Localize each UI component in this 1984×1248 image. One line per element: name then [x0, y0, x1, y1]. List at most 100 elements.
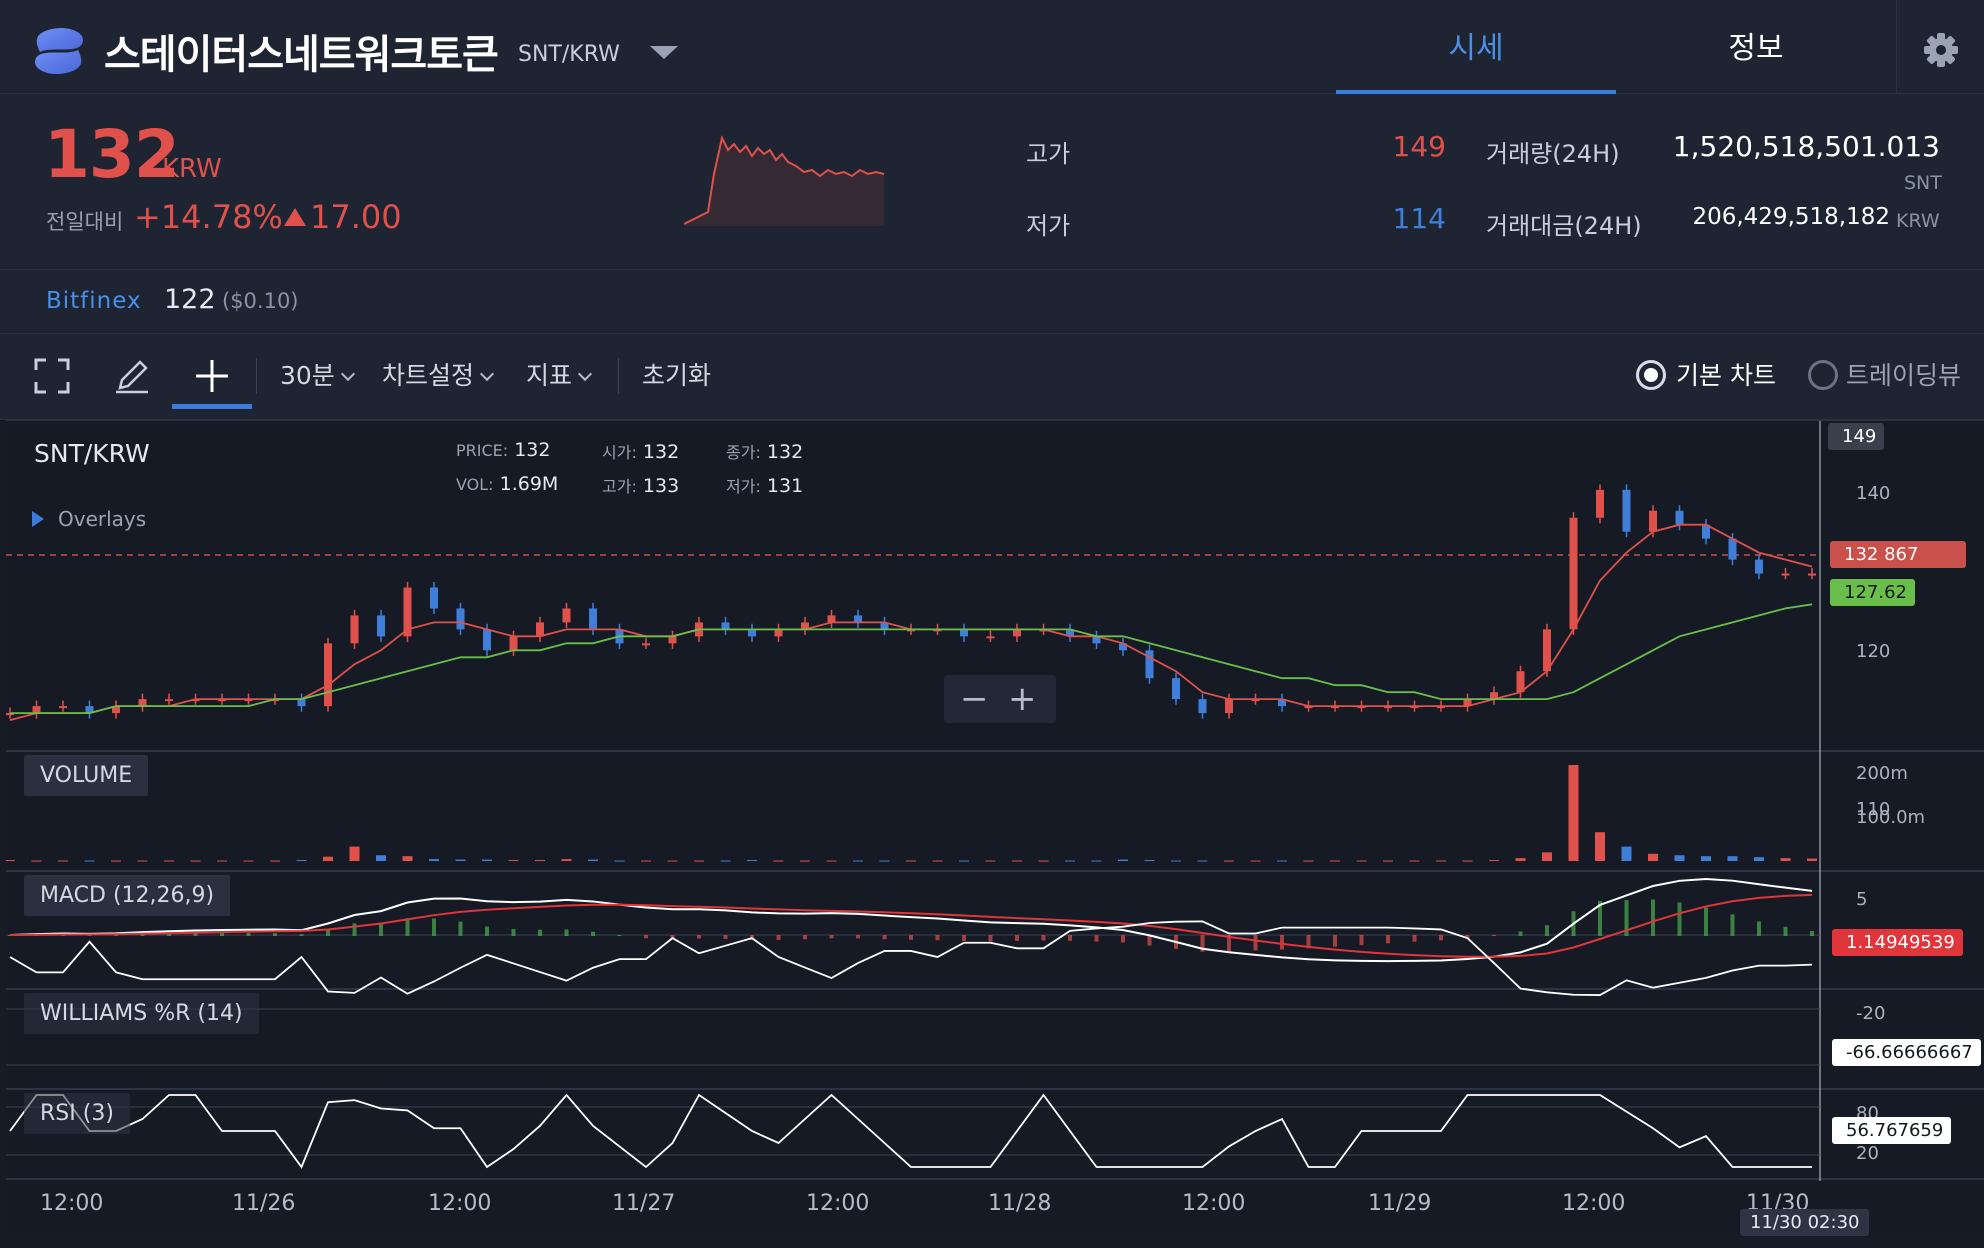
tab-market-price[interactable]: 시세	[1336, 0, 1616, 94]
gear-icon	[1924, 33, 1958, 67]
macd-histogram-bar	[326, 928, 330, 936]
rsi-line	[9, 1093, 1812, 1169]
volume-bar	[853, 860, 863, 862]
ohlc-key: 저가:	[726, 477, 761, 496]
candle-body	[59, 706, 67, 709]
candle-body	[668, 636, 677, 644]
volume-bar	[879, 860, 890, 862]
tab-info[interactable]: 정보	[1728, 31, 1784, 66]
time-axis-label: 12:00	[428, 1191, 492, 1216]
price-chart[interactable]: SNT/KRW PRICE: 132 시가: 132 종가: 132 VOL: …	[6, 420, 1984, 1238]
macd-histogram-bar	[299, 934, 304, 936]
volume-bar	[1171, 860, 1181, 862]
indicators-dropdown[interactable]: 지표	[526, 356, 593, 392]
chart-settings-dropdown[interactable]: 차트설정	[382, 356, 495, 392]
rsi-pane-label[interactable]: RSI (3)	[24, 1093, 130, 1134]
amount-24h-label: 거래대금(24H)	[1486, 212, 1642, 240]
ohlc-value: 132	[766, 441, 804, 463]
basic-chart-label[interactable]: 기본 차트	[1676, 361, 1776, 390]
macd-histogram-bar	[1677, 902, 1682, 936]
chart-canvas[interactable]	[6, 421, 1984, 1239]
volume-bar	[508, 860, 519, 862]
volume-bar	[58, 860, 68, 862]
macd-histogram-bar	[405, 918, 410, 936]
indicators-label: 지표	[526, 361, 573, 390]
price-sparkline	[684, 135, 885, 226]
change-label: 전일대비	[46, 210, 124, 234]
candle-body	[509, 636, 518, 651]
time-axis-label: 11/28	[988, 1191, 1052, 1216]
candle-body	[642, 643, 650, 646]
candle-body	[297, 699, 306, 707]
reset-button[interactable]: 초기화	[642, 361, 712, 390]
ohlc-high: 고가: 133	[602, 473, 679, 497]
interval-dropdown[interactable]: 30분	[280, 356, 355, 392]
volume-bar	[6, 860, 15, 862]
exchange-price: 122	[164, 284, 216, 315]
fullscreen-icon[interactable]	[32, 356, 72, 396]
volume-bar	[1197, 860, 1208, 862]
volume-bar	[1356, 860, 1367, 862]
candle-body	[1357, 706, 1366, 709]
volume-pane-label[interactable]: VOLUME	[24, 755, 149, 796]
macd-histogram-bar	[988, 935, 993, 942]
tradingview-label[interactable]: 트레이딩뷰	[1846, 361, 1962, 390]
settings-button[interactable]	[1896, 0, 1984, 94]
coin-pair[interactable]: SNT/KRW	[518, 42, 620, 67]
time-axis-label: 11/26	[232, 1191, 296, 1216]
volume-bar	[1807, 858, 1817, 861]
macd-histogram-bar	[1041, 935, 1046, 941]
candle-body	[1384, 706, 1392, 709]
macd-histogram-bar	[617, 934, 622, 936]
macd-histogram-bar	[591, 931, 595, 936]
volume-bar	[959, 860, 969, 862]
coin-name[interactable]: 스테이터스네트워크토큰	[104, 32, 499, 78]
volume-bar	[667, 860, 678, 862]
candle-body	[1119, 643, 1127, 651]
macd-histogram-bar	[1280, 935, 1284, 950]
macd-histogram-bar	[1439, 935, 1443, 941]
volume-bar	[1674, 855, 1685, 861]
macd-pane-label[interactable]: MACD (12,26,9)	[24, 875, 231, 916]
macd-histogram-bar	[167, 932, 171, 936]
candle-body	[1490, 692, 1498, 700]
zoom-in-button[interactable]: +	[1008, 679, 1037, 719]
pencil-icon[interactable]	[112, 356, 152, 396]
interval-label: 30분	[280, 361, 335, 390]
tradingview-radio[interactable]	[1808, 360, 1838, 390]
macd-histogram-bar	[220, 932, 224, 936]
basic-chart-radio[interactable]	[1636, 360, 1666, 390]
overlays-toggle[interactable]: Overlays	[32, 507, 146, 531]
macd-histogram-bar	[723, 935, 728, 939]
macd-histogram-bar	[1147, 935, 1152, 946]
candle-body	[774, 629, 783, 637]
volume-bar	[826, 860, 837, 862]
macd-histogram-bar	[273, 933, 277, 936]
price-summary-panel: 132 KRW 전일대비 +14.78% 17.00 고가 149 저가 114…	[0, 94, 1984, 270]
williams-pane-label[interactable]: WILLIAMS %R (14)	[24, 993, 259, 1034]
chevron-down-icon[interactable]	[650, 46, 678, 59]
volume-bar	[482, 859, 492, 861]
zoom-control: − +	[944, 675, 1056, 723]
candle-body	[1622, 489, 1631, 532]
volume-bar	[296, 860, 307, 862]
price-axis-tick: 110	[1856, 799, 1891, 820]
ohlc-price: PRICE: 132	[456, 439, 550, 461]
current-price-tag: 132 867	[1830, 541, 1966, 568]
volume-bar	[429, 859, 439, 861]
high-price-tag: 149	[1828, 423, 1885, 450]
change-amount: 17.00	[310, 198, 402, 236]
volume-bar	[1515, 858, 1526, 861]
zoom-out-button[interactable]: −	[960, 679, 989, 719]
volume-bar	[1648, 853, 1658, 861]
macd-histogram-bar	[1412, 935, 1417, 942]
change-percent: +14.78%	[134, 198, 283, 236]
time-axis-label: 12:00	[40, 1191, 104, 1216]
exchange-name[interactable]: Bitfinex	[46, 288, 142, 314]
candle-body	[1013, 629, 1021, 637]
candle-body	[403, 587, 412, 637]
ohlc-value: 1.69M	[499, 473, 559, 495]
candle-body	[748, 629, 756, 637]
crosshair-icon[interactable]	[192, 356, 232, 396]
candle-body	[1543, 629, 1551, 672]
